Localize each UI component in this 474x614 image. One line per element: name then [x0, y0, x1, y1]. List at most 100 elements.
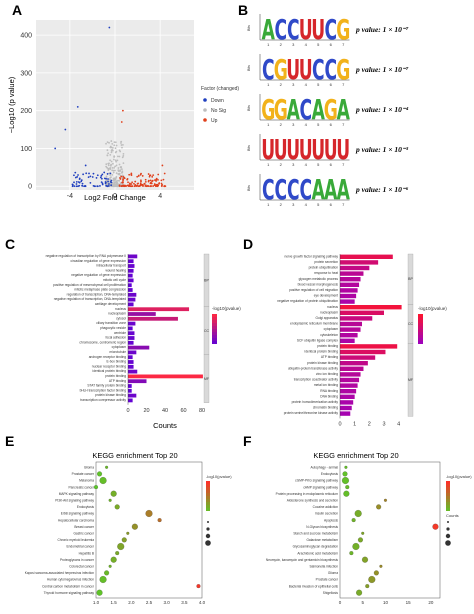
volcano-point: [113, 144, 116, 147]
motif-x-tick: 5: [317, 202, 320, 207]
kegg-term-label: Salmonella infection: [309, 565, 338, 569]
kegg-x-tick: 3.5: [181, 600, 188, 605]
kegg-term-label: Central carbon metabolism in cancer: [42, 584, 95, 588]
motif-letter: A: [312, 175, 325, 206]
volcano-y-tick: 100: [20, 146, 32, 153]
volcano-point: [111, 173, 114, 176]
go-d-bar: [340, 305, 402, 310]
volcano-point: [111, 169, 114, 172]
volcano-point: [120, 142, 122, 144]
kegg-size-legend-dot: [205, 533, 211, 539]
motif-row: Bits G1 G2 A3 C4 A5 G6 A7p value: 1 × 10⁻⁴: [247, 94, 409, 127]
kegg-term-label: Glycosaminoglycan degradation: [293, 545, 339, 549]
volcano-point: [122, 184, 124, 187]
kegg-bubble: [361, 531, 365, 535]
go-d-x-tick: 2: [368, 421, 371, 427]
volcano-point: [155, 185, 157, 188]
volcano-point: [153, 183, 156, 185]
go-c-x-tick: 80: [199, 408, 205, 414]
motif-letter: U: [299, 135, 313, 166]
go-c-bar: [128, 355, 133, 360]
go-c-term-label: cytoplasm: [112, 345, 127, 349]
motif-p-value: p value: 1 × 10⁻³: [355, 145, 409, 154]
go-d-bar: [340, 333, 358, 338]
volcano-point: [131, 181, 134, 184]
volcano-point: [162, 178, 165, 181]
volcano-legend-label: No Sig: [211, 108, 226, 114]
kegg-bubble: [117, 542, 125, 550]
volcano-point: [113, 167, 116, 169]
volcano-point: [143, 183, 146, 185]
kegg-legend-swatch: [206, 508, 210, 511]
volcano-x-tick: -4: [67, 193, 73, 200]
kegg-bubble: [379, 564, 383, 568]
go-d-term-label: blood vessel morphogenesis: [298, 282, 339, 286]
kegg-x-tick: 1.0: [93, 600, 100, 605]
go-d-term-label: protein serine/threonine kinase activity: [284, 411, 339, 415]
motif-x-tick: 6: [330, 122, 333, 127]
volcano-point: [89, 175, 92, 178]
go-c-legend-swatch: [212, 335, 217, 338]
go-d-term-label: endoplasmic reticulum membrane: [290, 322, 338, 326]
motif-letter: C: [324, 15, 337, 46]
go-d-term-label: ubiquitin-protein transferase activity: [288, 366, 339, 370]
kegg-term-label: Hepatocellular carcinoma: [58, 518, 94, 522]
volcano-point: [115, 144, 118, 147]
volcano-point: [160, 184, 163, 187]
kegg-term-label: Proteoglycans in cancer: [60, 558, 95, 562]
go-c-bar: [128, 393, 137, 398]
volcano-point: [96, 174, 99, 177]
volcano-point: [105, 175, 108, 178]
volcano-point: [105, 163, 108, 166]
kegg-bubble: [352, 542, 360, 550]
go-d-bar: [340, 282, 360, 287]
volcano-point: [110, 140, 113, 142]
kegg-term-label: Aldosterone synthesis and secretion: [287, 499, 338, 503]
motif-letter: U: [274, 135, 288, 166]
kegg-bubble: [351, 518, 356, 523]
kegg-term-label: Chronic myeloid leukemia: [58, 538, 95, 542]
motif-x-tick: 2: [280, 42, 283, 47]
kegg-term-label: Colorectal cancer: [69, 565, 95, 569]
volcano-point: [128, 173, 131, 176]
panel-label-d: D: [243, 236, 254, 252]
go-c-legend-swatch: [212, 338, 217, 341]
volcano-point: [152, 185, 155, 187]
go-d-bar: [340, 355, 376, 360]
go-d-bar: [340, 277, 361, 282]
go-c-legend-swatch: [212, 341, 217, 344]
go-bar-chart-c: negative regulation of transcription by …: [46, 253, 241, 430]
volcano-point: [109, 164, 112, 167]
go-d-bar: [340, 366, 364, 371]
motif-letter: U: [336, 135, 350, 166]
go-c-group-label: CC: [204, 329, 210, 333]
volcano-point: [120, 185, 123, 188]
volcano-point: [126, 184, 129, 187]
panel-label-f: F: [243, 433, 252, 449]
volcano-point: [74, 171, 77, 174]
go-c-bar: [128, 283, 132, 288]
motif-letter: G: [261, 95, 275, 126]
motif-letter: U: [286, 55, 300, 86]
go-d-bar: [340, 405, 352, 411]
volcano-point: [127, 181, 129, 184]
motif-x-tick: 4: [305, 202, 308, 207]
go-d-x-tick: 0: [338, 421, 341, 427]
motif-letter: A: [324, 175, 337, 206]
kegg-bubble: [365, 584, 370, 589]
volcano-point: [110, 151, 113, 154]
motif-letter: C: [262, 175, 275, 206]
motif-x-tick: 6: [330, 42, 333, 47]
volcano-point: [116, 159, 119, 162]
kegg-bubble: [345, 485, 350, 490]
volcano-point: [117, 167, 120, 169]
kegg-term-label: Endometrial cancer: [67, 545, 95, 549]
volcano-legend: Factor (changed) Down No Sig Up: [201, 86, 239, 124]
motif-x-tick: 1: [267, 82, 270, 87]
volcano-point: [75, 180, 78, 183]
volcano-point: [119, 170, 121, 173]
volcano-point: [81, 184, 84, 187]
go-c-term-label: negative regulation of transcription by …: [46, 254, 127, 258]
volcano-point: [133, 185, 136, 188]
kegg-bubble: [110, 556, 117, 563]
